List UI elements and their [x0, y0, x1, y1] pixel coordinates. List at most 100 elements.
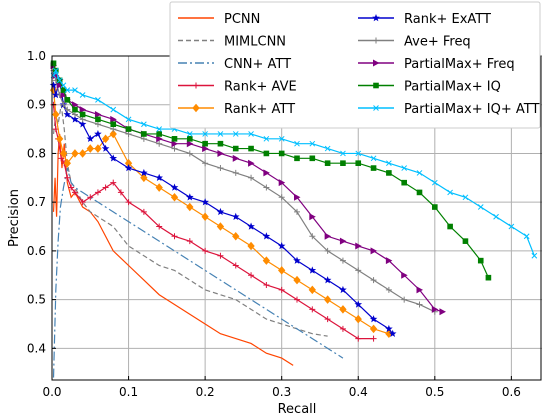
data-point [125, 199, 132, 206]
data-point [202, 247, 209, 254]
data-point [202, 140, 208, 147]
data-point [309, 233, 316, 240]
data-point [125, 126, 132, 132]
x-tick-label: 0.4 [349, 385, 368, 399]
data-point [52, 90, 60, 99]
data-point [340, 150, 346, 157]
data-point [140, 168, 148, 177]
legend-label: Ave+ Freq [404, 35, 471, 50]
x-tick-label: 0.3 [272, 385, 291, 399]
data-point [59, 149, 68, 158]
data-point [86, 134, 95, 143]
data-point [324, 232, 332, 240]
data-point [447, 223, 453, 230]
data-point [432, 204, 438, 210]
data-point [354, 300, 363, 308]
data-point [94, 144, 102, 153]
data-point [388, 329, 397, 337]
data-point [431, 305, 439, 313]
data-point [60, 101, 67, 108]
data-point [87, 194, 94, 201]
series-line [52, 70, 436, 313]
data-point [369, 315, 378, 323]
legend-entry: Rank+ AVE [178, 80, 297, 95]
data-point [477, 257, 484, 264]
data-point [232, 169, 239, 176]
legend-label: MIMLCNN [224, 35, 286, 50]
legend-marker [373, 82, 379, 89]
data-point [309, 306, 316, 313]
data-point [186, 131, 193, 137]
data-point [95, 116, 101, 123]
data-point [55, 134, 64, 144]
data-point [263, 169, 270, 177]
data-point [278, 150, 285, 157]
data-point [431, 179, 438, 186]
data-point [50, 60, 57, 67]
data-point [523, 233, 530, 240]
series-8 [50, 60, 492, 281]
data-point [263, 135, 270, 142]
data-point [462, 238, 469, 244]
data-point [217, 252, 224, 259]
data-point [71, 189, 78, 196]
data-point [324, 247, 331, 254]
data-point [339, 325, 346, 332]
data-point [323, 276, 332, 284]
x-tick-label: 0.5 [425, 385, 444, 399]
data-point [52, 110, 60, 119]
data-point [60, 91, 67, 99]
data-point [262, 232, 271, 240]
data-point [71, 149, 79, 158]
data-point [232, 232, 240, 241]
data-point [293, 256, 301, 264]
data-point [278, 135, 285, 142]
legend-label: PartialMax+ IQ [404, 80, 501, 95]
series-0 [52, 133, 294, 366]
y-tick-label: 0.6 [27, 244, 46, 258]
data-point [294, 140, 300, 147]
data-point [248, 159, 255, 167]
data-point [95, 96, 101, 103]
data-point [247, 241, 255, 251]
series-line [52, 167, 344, 378]
legend-marker [372, 14, 380, 22]
data-point [309, 155, 316, 162]
data-point [294, 155, 300, 162]
x-tick-label: 0.2 [196, 385, 215, 399]
legend-entry: PartialMax+ Freq [358, 57, 515, 72]
data-point [508, 223, 515, 230]
data-point [309, 213, 316, 221]
data-point [49, 81, 58, 89]
data-point [110, 126, 117, 133]
data-point [401, 179, 407, 186]
legend-entry: PartialMax+ IQ [358, 80, 501, 95]
data-point [439, 308, 446, 316]
data-point [72, 106, 78, 113]
data-point [186, 238, 193, 245]
data-point [64, 174, 71, 181]
series-2 [52, 167, 344, 378]
data-point [401, 296, 408, 303]
data-point [216, 207, 225, 216]
x-tick-label: 0.0 [42, 385, 61, 399]
data-point [309, 140, 316, 147]
y-tick-label: 0.9 [27, 98, 46, 112]
legend-label: CNN+ ATT [224, 57, 291, 72]
data-point [140, 208, 147, 215]
data-point [294, 208, 300, 215]
data-point [248, 131, 254, 137]
data-point [416, 189, 423, 196]
legend-label: Rank+ AVE [224, 80, 297, 95]
data-point [263, 150, 270, 157]
data-point [171, 233, 178, 240]
data-point [216, 222, 225, 231]
data-point [416, 286, 423, 294]
data-point [355, 160, 362, 166]
series-line [52, 63, 489, 278]
legend-label: Rank+ ATT [224, 102, 295, 117]
x-tick-label: 0.1 [119, 385, 138, 399]
data-point [186, 193, 194, 201]
data-point [370, 155, 377, 162]
